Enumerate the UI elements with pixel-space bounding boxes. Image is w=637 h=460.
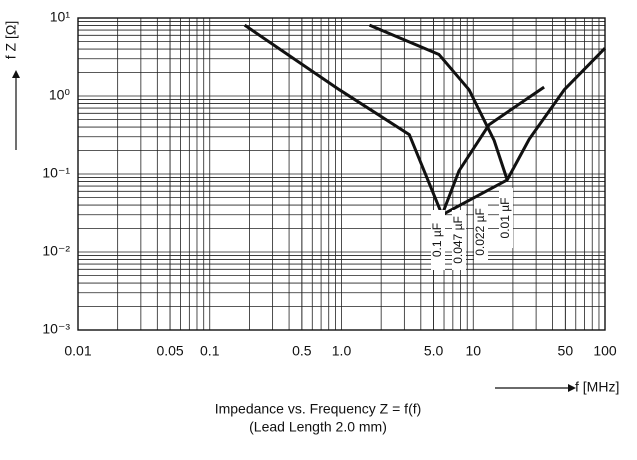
annotation: 0.01 µF [498, 198, 512, 239]
x-tick-label: 0.01 [64, 343, 91, 359]
chart-title: Impedance vs. Frequency Z = f(f) [215, 401, 422, 417]
annotation: 0.022 µF [473, 208, 487, 256]
annotation: 0.1 µF [430, 223, 444, 257]
y-axis-label: f Z [Ω] [3, 21, 19, 59]
annotation-bg [452, 210, 466, 270]
annotation-bg [499, 188, 513, 248]
annotation: 0.047 µF [451, 216, 465, 264]
y-arrowhead [12, 70, 20, 78]
x-tick-label: 1.0 [332, 343, 352, 359]
y-tick-label: 10⁻³ [42, 321, 70, 337]
x-tick-label: 5.0 [424, 343, 444, 359]
x-tick-label: 0.05 [156, 343, 183, 359]
x-tick-label: 0.5 [292, 343, 312, 359]
y-tick-label: 10⁰ [49, 87, 71, 103]
y-tick-label: 10¹ [50, 9, 71, 25]
impedance-curve [441, 178, 508, 217]
x-tick-label: 0.1 [200, 343, 220, 359]
annotation-bg [474, 202, 488, 262]
y-tick-label: 10⁻¹ [42, 165, 70, 181]
annotation-bg [431, 210, 445, 270]
impedance-curve [368, 23, 607, 182]
x-tick-label: 10 [465, 343, 481, 359]
plot-frame [77, 17, 606, 331]
x-axis-label: f [MHz] [575, 379, 619, 395]
x-arrowhead [568, 384, 576, 392]
x-tick-label: 50 [558, 343, 574, 359]
chart-subtitle: (Lead Length 2.0 mm) [249, 419, 387, 435]
y-tick-label: 10⁻² [42, 243, 70, 259]
x-tick-label: 100 [593, 343, 617, 359]
